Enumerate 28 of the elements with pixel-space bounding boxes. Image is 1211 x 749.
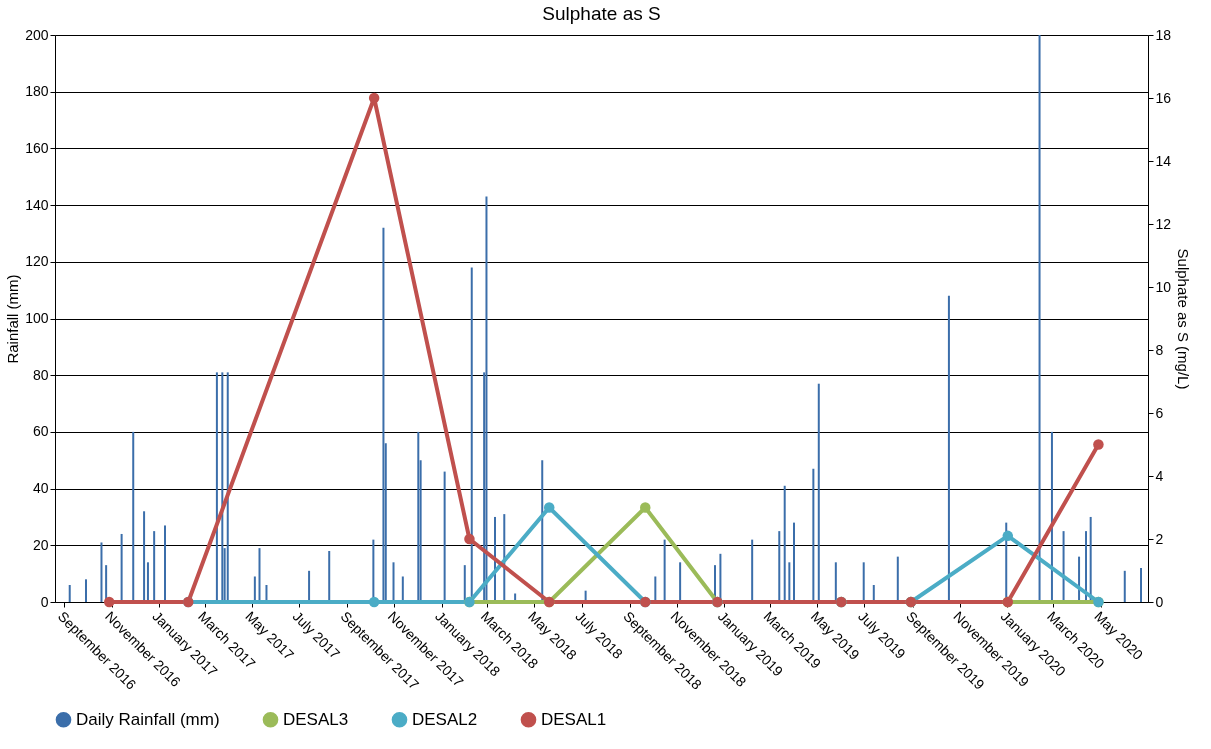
y-tick-label: 20 <box>32 536 49 553</box>
y-tick-label: 0 <box>40 593 49 610</box>
y2-tick-label: 16 <box>1155 89 1172 106</box>
legend-label: Daily Rainfall (mm) <box>76 709 220 729</box>
y2-tick-label: 0 <box>1155 593 1164 610</box>
y2-tick-label: 14 <box>1155 152 1172 169</box>
y-tick-label: 100 <box>25 310 49 326</box>
legend-label: DESAL1 <box>541 709 607 729</box>
legend-label: DESAL2 <box>412 709 478 729</box>
y2-tick-label: 6 <box>1155 404 1164 421</box>
y-tick-label: 60 <box>32 423 49 440</box>
y2-tick-label: 18 <box>1155 26 1172 43</box>
y2-tick-label: 8 <box>1155 341 1164 358</box>
legend-label: DESAL3 <box>283 709 349 729</box>
chart-title: Sulphate as S <box>542 3 661 24</box>
y-tick-label: 120 <box>25 253 49 270</box>
y2-tick-label: 4 <box>1155 467 1164 484</box>
y-tick-label: 40 <box>32 480 49 497</box>
y-axis-title: Rainfall (mm) <box>4 274 22 364</box>
y-tick-label: 140 <box>25 196 49 213</box>
y2-axis-title: Sulphate as S (mg/L) <box>1175 248 1193 390</box>
y2-tick-label: 12 <box>1155 215 1172 232</box>
y-tick-label: 200 <box>25 26 49 43</box>
y2-tick-label: 2 <box>1155 530 1164 547</box>
y-tick-label: 80 <box>32 366 49 383</box>
y-tick-label: 160 <box>25 139 49 156</box>
y-tick-label: 180 <box>25 83 49 100</box>
y2-tick-label: 10 <box>1155 278 1172 295</box>
